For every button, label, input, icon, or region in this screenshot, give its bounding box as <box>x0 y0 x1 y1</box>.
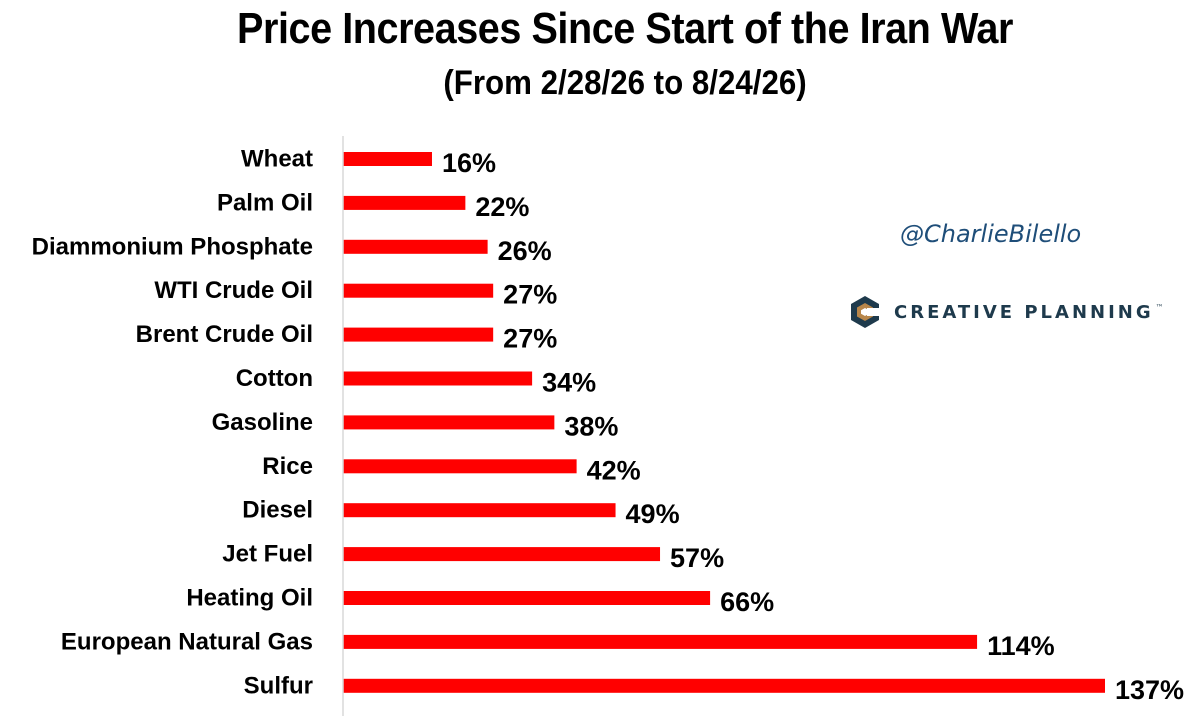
category-label: Diammonium Phosphate <box>32 233 313 260</box>
bar <box>343 239 488 254</box>
category-label: Cotton <box>236 365 313 392</box>
bar <box>343 327 494 342</box>
data-label: 57% <box>670 543 724 573</box>
category-label: Brent Crude Oil <box>136 321 313 348</box>
data-label: 114% <box>987 631 1055 661</box>
chart-title: Price Increases Since Start of the Iran … <box>237 4 1013 53</box>
creative-planning-logo-icon <box>851 296 881 328</box>
brand-name: CREATIVE PLANNING <box>894 301 1154 323</box>
bar <box>343 152 432 166</box>
category-label: European Natural Gas <box>61 628 313 655</box>
bar <box>343 634 978 649</box>
category-label: Heating Oil <box>186 585 313 612</box>
data-label: 26% <box>498 236 552 266</box>
data-label: 66% <box>720 587 774 617</box>
data-label: 42% <box>587 455 641 485</box>
brand-trademark: ™ <box>1155 303 1164 312</box>
bar <box>343 503 616 518</box>
chart-subtitle: (From 2/28/26 to 8/24/26) <box>443 64 807 102</box>
bar <box>343 678 1105 693</box>
category-label: WTI Crude Oil <box>154 277 313 304</box>
bar <box>343 591 711 605</box>
data-label: 49% <box>626 499 680 529</box>
category-label: Gasoline <box>212 409 313 436</box>
bar <box>343 283 494 298</box>
category-label: Jet Fuel <box>222 541 313 568</box>
category-label: Rice <box>262 453 313 480</box>
bar <box>343 459 577 474</box>
data-label: 34% <box>542 368 596 398</box>
category-label: Sulfur <box>244 672 313 699</box>
bar <box>343 415 555 430</box>
author-handle: @CharlieBilello <box>900 220 1082 248</box>
bar <box>343 371 533 386</box>
data-label: 137% <box>1115 675 1184 705</box>
category-label: Wheat <box>241 146 313 173</box>
category-label: Diesel <box>242 497 313 524</box>
data-label: 22% <box>475 192 529 222</box>
data-label: 27% <box>503 324 557 354</box>
bar <box>343 547 661 562</box>
data-label: 16% <box>442 148 496 178</box>
bars-layer: Wheat 16% Palm Oil 22% Diammonium Phosphate 2… <box>32 146 1184 705</box>
brand-logo: CREATIVE PLANNING ™ <box>848 295 1164 329</box>
bar <box>343 195 466 210</box>
category-label: Palm Oil <box>217 189 313 216</box>
data-label: 38% <box>564 411 618 441</box>
data-label: 27% <box>503 280 557 310</box>
